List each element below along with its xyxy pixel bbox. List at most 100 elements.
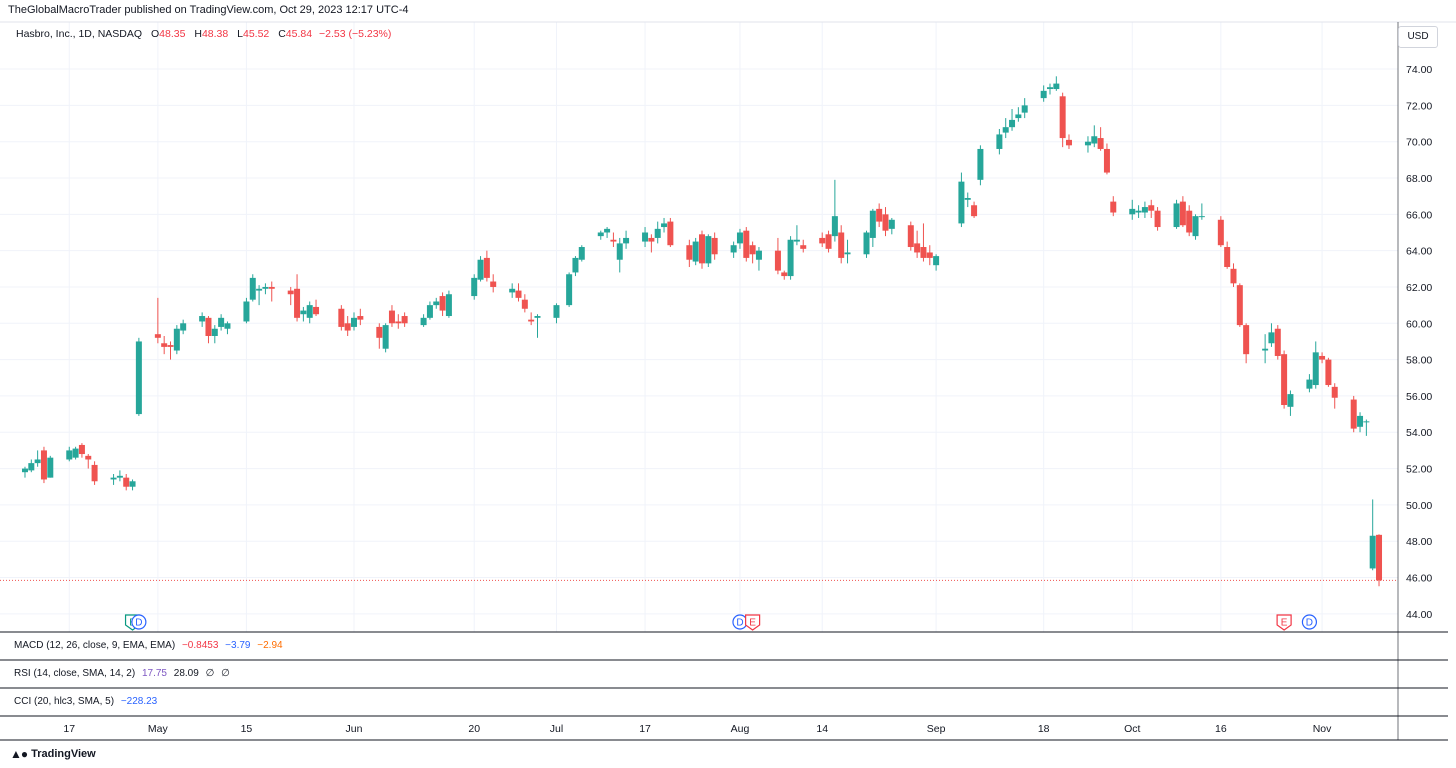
candle-body — [1357, 415, 1364, 427]
candle — [376, 323, 383, 349]
candle-body — [85, 455, 92, 460]
currency-button[interactable]: USD — [1398, 26, 1438, 48]
candle — [1002, 118, 1009, 139]
candle — [1141, 201, 1148, 218]
candle-body — [825, 234, 832, 249]
price-tick-label: 60.00 — [1406, 318, 1432, 330]
candle-body — [243, 301, 250, 322]
candle — [40, 446, 47, 484]
symbol-legend: Hasbro, Inc., 1D, NASDAQ O48.35 H48.38 L… — [16, 28, 391, 40]
price-axis[interactable]: 44.00 46.00 48.00 50.00 52.00 54.00 56.00 58.00… — [1406, 64, 1432, 621]
candle — [388, 305, 395, 327]
candle-body — [1173, 203, 1180, 228]
candle-body — [755, 250, 762, 260]
candle — [420, 314, 427, 327]
candle — [382, 323, 389, 353]
candle — [313, 299, 320, 317]
candle-body — [572, 257, 579, 273]
dividend-marker[interactable]: D — [732, 614, 748, 630]
candle — [135, 337, 142, 416]
candle — [534, 314, 541, 338]
candle-body — [180, 323, 187, 331]
candle — [490, 274, 497, 293]
candle — [1179, 196, 1186, 228]
macd-legend[interactable]: MACD (12, 26, close, 9, EMA, EMA) −0.845… — [14, 640, 283, 651]
candle-body — [1262, 348, 1269, 351]
time-axis[interactable]: 17 May 15 Jun 20 Jul 17 Aug 14 Sep 18 Oct 16 Nov — [63, 723, 1332, 735]
candle — [1148, 199, 1155, 218]
candle — [699, 230, 705, 269]
candle — [338, 305, 345, 331]
candle — [819, 232, 826, 248]
candle-body — [964, 197, 971, 200]
candle-body — [933, 256, 940, 266]
publisher-line: TheGlobalMacroTrader published on Tradin… — [8, 4, 409, 16]
candle — [572, 256, 579, 277]
candle — [1192, 214, 1199, 240]
candle — [47, 455, 54, 478]
candle — [1236, 283, 1243, 327]
dividend-marker[interactable]: D — [1301, 614, 1318, 630]
candle-body — [774, 250, 781, 271]
candle — [471, 274, 478, 300]
candle — [604, 227, 611, 238]
earnings-marker[interactable]: E — [1276, 614, 1292, 631]
candle-body — [1186, 210, 1193, 233]
candle — [1091, 125, 1098, 148]
macd-histogram-value: −0.8453 — [181, 640, 219, 651]
candle-body — [642, 232, 649, 242]
dividend-marker[interactable]: D — [131, 614, 147, 630]
candle-body — [72, 448, 79, 458]
candle-body — [977, 148, 984, 180]
candle-body — [1363, 421, 1370, 423]
candle-body — [1230, 268, 1237, 284]
candle-body — [135, 341, 142, 415]
candle-body — [382, 325, 389, 349]
price-tick-label: 52.00 — [1406, 464, 1432, 476]
candle — [616, 237, 623, 273]
candle — [553, 303, 560, 324]
candle — [1047, 83, 1053, 95]
candle-body — [483, 257, 490, 278]
tradingview-brand[interactable]: ▲● TradingView — [10, 747, 96, 761]
candle-body — [623, 237, 630, 244]
candle-body — [1281, 354, 1288, 406]
candle — [888, 217, 895, 235]
candle-body — [1331, 386, 1338, 398]
tradingview-logo-icon: ▲● — [10, 747, 28, 761]
candle-body — [876, 208, 883, 222]
candle-body — [648, 237, 655, 242]
candle-body — [490, 281, 497, 287]
candle — [711, 232, 718, 260]
candle — [1325, 357, 1332, 387]
rsi-legend[interactable]: RSI (14, close, SMA, 14, 2) 17.75 28.09 … — [14, 668, 230, 679]
candle — [914, 230, 921, 258]
time-tick-label: Sep — [927, 723, 946, 735]
candle — [521, 294, 528, 313]
candle — [249, 274, 256, 302]
candle-body — [439, 296, 446, 311]
candle-body — [1325, 359, 1332, 386]
earnings-marker[interactable]: E — [745, 614, 761, 631]
candle — [1173, 199, 1180, 229]
candle-body — [1141, 207, 1148, 213]
candle — [1350, 395, 1357, 433]
candle-body — [1274, 328, 1281, 356]
candle-body — [154, 334, 161, 338]
candle — [34, 450, 41, 467]
price-tick-label: 50.00 — [1406, 500, 1432, 512]
candle-body — [78, 444, 85, 455]
candle-body — [521, 299, 528, 309]
candle — [211, 325, 218, 344]
candle — [287, 286, 294, 306]
candle — [116, 470, 123, 482]
candle-body — [357, 316, 364, 320]
candle — [869, 208, 876, 248]
candle — [1186, 205, 1193, 237]
price-tick-label: 54.00 — [1406, 427, 1432, 439]
cci-legend[interactable]: CCI (20, hlc3, SMA, 5) −228.23 — [14, 696, 157, 707]
close-value: 45.84 — [285, 28, 313, 40]
pane-separators — [0, 21, 1456, 741]
event-markers: EDDEED — [124, 614, 1318, 631]
